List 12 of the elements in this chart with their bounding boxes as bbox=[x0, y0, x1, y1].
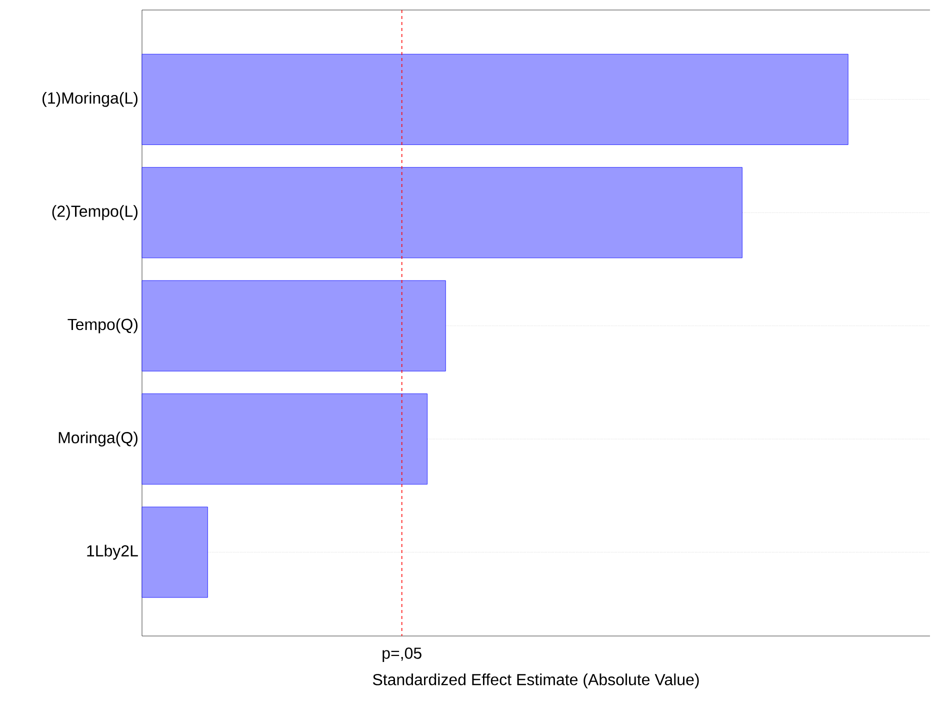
bar bbox=[142, 54, 848, 145]
bar bbox=[142, 280, 446, 372]
bar bbox=[142, 167, 742, 258]
y-tick-label: 1Lby2L bbox=[87, 544, 138, 560]
bar bbox=[142, 394, 428, 485]
y-tick-label: Moringa(Q) bbox=[58, 432, 138, 446]
bar bbox=[142, 506, 208, 598]
y-tick-label: Tempo(Q) bbox=[68, 318, 138, 334]
ref-line-label: p=,05 bbox=[382, 648, 422, 662]
x-axis-title: Standardized Effect Estimate (Absolute Value) bbox=[372, 674, 699, 688]
y-tick-label: (2)Tempo(L) bbox=[52, 205, 138, 220]
y-tick-label: (1)Moringa(L) bbox=[42, 92, 138, 107]
